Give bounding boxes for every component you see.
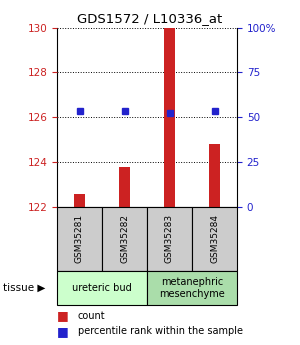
Text: GSM35284: GSM35284 [210, 214, 219, 264]
Bar [57, 271, 147, 305]
Bar [164, 28, 175, 207]
Text: GDS1572 / L10336_at: GDS1572 / L10336_at [77, 12, 223, 25]
Bar [102, 207, 147, 271]
Text: metanephric
mesenchyme: metanephric mesenchyme [159, 277, 225, 299]
Bar [57, 207, 102, 271]
Bar [192, 207, 237, 271]
Text: GSM35281: GSM35281 [75, 214, 84, 264]
Text: GSM35283: GSM35283 [165, 214, 174, 264]
Text: tissue ▶: tissue ▶ [3, 283, 45, 293]
Bar [147, 207, 192, 271]
Text: percentile rank within the sample: percentile rank within the sample [78, 326, 243, 336]
Bar [209, 144, 220, 207]
Bar [119, 167, 130, 207]
Bar [147, 271, 237, 305]
Text: ureteric bud: ureteric bud [72, 283, 132, 293]
Text: GSM35282: GSM35282 [120, 214, 129, 264]
Text: ■: ■ [57, 309, 69, 322]
Text: ■: ■ [57, 325, 69, 338]
Text: count: count [78, 311, 106, 321]
Bar [74, 194, 85, 207]
